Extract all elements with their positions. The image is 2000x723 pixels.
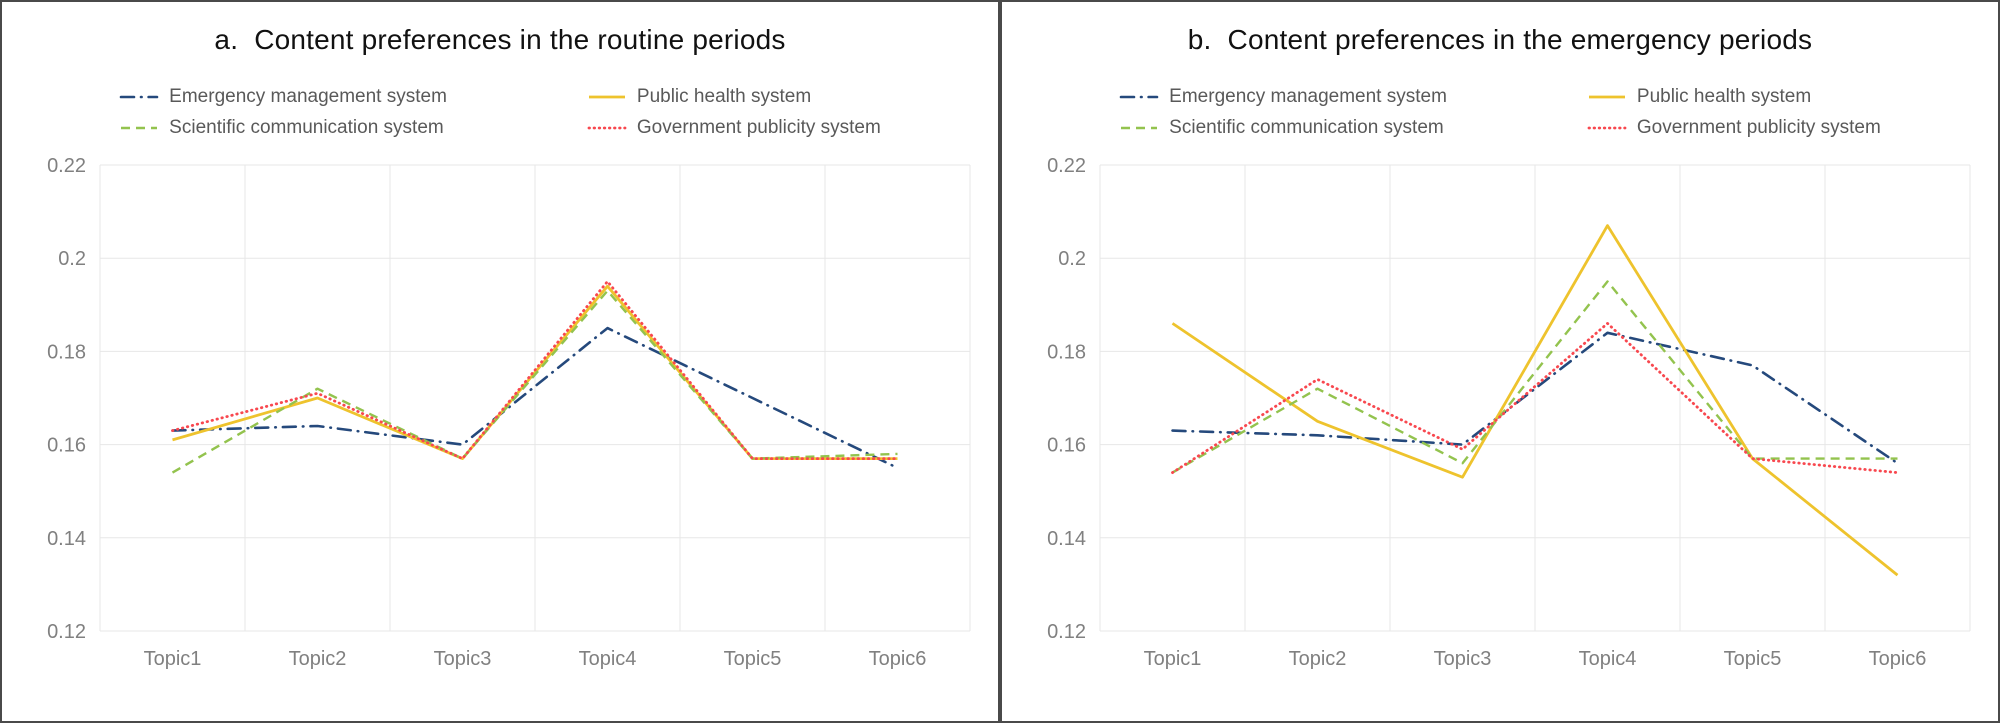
x-category-label: Topic5 [723, 648, 781, 670]
legend-label: Emergency management system [1169, 86, 1447, 107]
chart-title: b. Content preferences in the emergency p… [1188, 24, 1812, 56]
y-tick-label: 0.12 [1047, 621, 1086, 643]
legend-label: Government publicity system [636, 117, 881, 138]
series-line-government-publicity-system [170, 280, 899, 461]
panel-label: a. [214, 24, 239, 55]
x-category-label: Topic5 [1723, 648, 1781, 670]
legend-label: Government publicity system [1636, 117, 1881, 138]
panel-label: b. [1187, 24, 1212, 55]
y-tick-label: 0.12 [47, 621, 86, 643]
series-line-emergency-management-system [1170, 331, 1899, 465]
legend-marker-line [588, 95, 625, 99]
legend-item-government-publicity-system: Government publicity system [1587, 117, 1881, 139]
panel-routine: a. Content preferences in the routine per… [2, 2, 998, 721]
y-tick-label: 0.22 [47, 155, 86, 177]
x-category-label: Topic2 [1288, 648, 1346, 670]
x-category-label: Topic6 [868, 648, 926, 670]
legend-label: Public health system [1636, 86, 1812, 107]
x-category-label: Topic1 [143, 648, 201, 670]
series-line-government-publicity-system [1170, 321, 1899, 475]
legend-item-government-publicity-system: Government publicity system [587, 117, 881, 139]
legend-marker-line [1119, 95, 1159, 99]
x-category-label: Topic4 [1578, 648, 1636, 670]
legend-item-public-health-system: Public health system [587, 86, 881, 108]
y-tick-label: 0.14 [47, 528, 86, 550]
legend-marker-line [121, 126, 158, 130]
y-tick-label: 0.16 [47, 435, 86, 457]
legend-label: Public health system [636, 86, 812, 107]
legend-item-scientific-communication-system: Scientific communication system [1119, 117, 1447, 139]
legend-marker-line [119, 95, 159, 99]
legend-marker-line [1587, 126, 1627, 130]
y-tick-label: 0.18 [47, 341, 86, 363]
legend-label: Scientific communication system [1169, 117, 1444, 138]
x-category-label: Topic4 [578, 648, 636, 670]
y-tick-label: 0.2 [1058, 248, 1086, 270]
chart-title-text: Content preferences in the routine perio… [254, 24, 786, 55]
legend-label: Emergency management system [169, 86, 447, 107]
y-tick-label: 0.14 [1047, 528, 1086, 550]
y-tick-label: 0.16 [1047, 435, 1086, 457]
x-category-label: Topic3 [433, 648, 491, 670]
legend-marker-line [1588, 95, 1625, 99]
legend-item-scientific-communication-system: Scientific communication system [119, 117, 447, 139]
x-category-label: Topic3 [1433, 648, 1491, 670]
legend-label: Scientific communication system [169, 117, 444, 138]
y-tick-label: 0.22 [1047, 155, 1086, 177]
legend-item-public-health-system: Public health system [1587, 86, 1881, 108]
line-chart: 0.22 0.2 0.18 0.16 0.14 0.12 Topic1 Topic2 Topic… [1047, 155, 1970, 670]
x-category-label: Topic6 [1868, 648, 1926, 670]
chart-title: a. Content preferences in the routine per… [214, 24, 785, 56]
line-chart: 0.22 0.2 0.18 0.16 0.14 0.12 Topic1 Topic2 Topic… [47, 155, 970, 670]
panel-emergency: b. Content preferences in the emergency p… [1002, 2, 1998, 721]
x-category-label: Topic2 [288, 648, 346, 670]
y-tick-label: 0.2 [58, 248, 86, 270]
series-line-scientific-communication-system [1171, 280, 1897, 474]
x-category-label: Topic1 [1143, 648, 1201, 670]
legend: Emergency management system Public health… [119, 86, 881, 139]
chart-title-text: Content preferences in the emergency per… [1227, 24, 1813, 55]
legend-marker-line [587, 126, 627, 130]
panel-divider [998, 2, 1002, 721]
series-line-public-health-system [1171, 224, 1898, 577]
legend-marker-line [1121, 126, 1158, 130]
y-tick-label: 0.18 [1047, 341, 1086, 363]
series-line-emergency-management-system [170, 326, 899, 470]
legend-item-emergency-management-system: Emergency management system [119, 86, 447, 108]
legend: Emergency management system Public health… [1119, 86, 1881, 139]
legend-item-emergency-management-system: Emergency management system [1119, 86, 1447, 108]
